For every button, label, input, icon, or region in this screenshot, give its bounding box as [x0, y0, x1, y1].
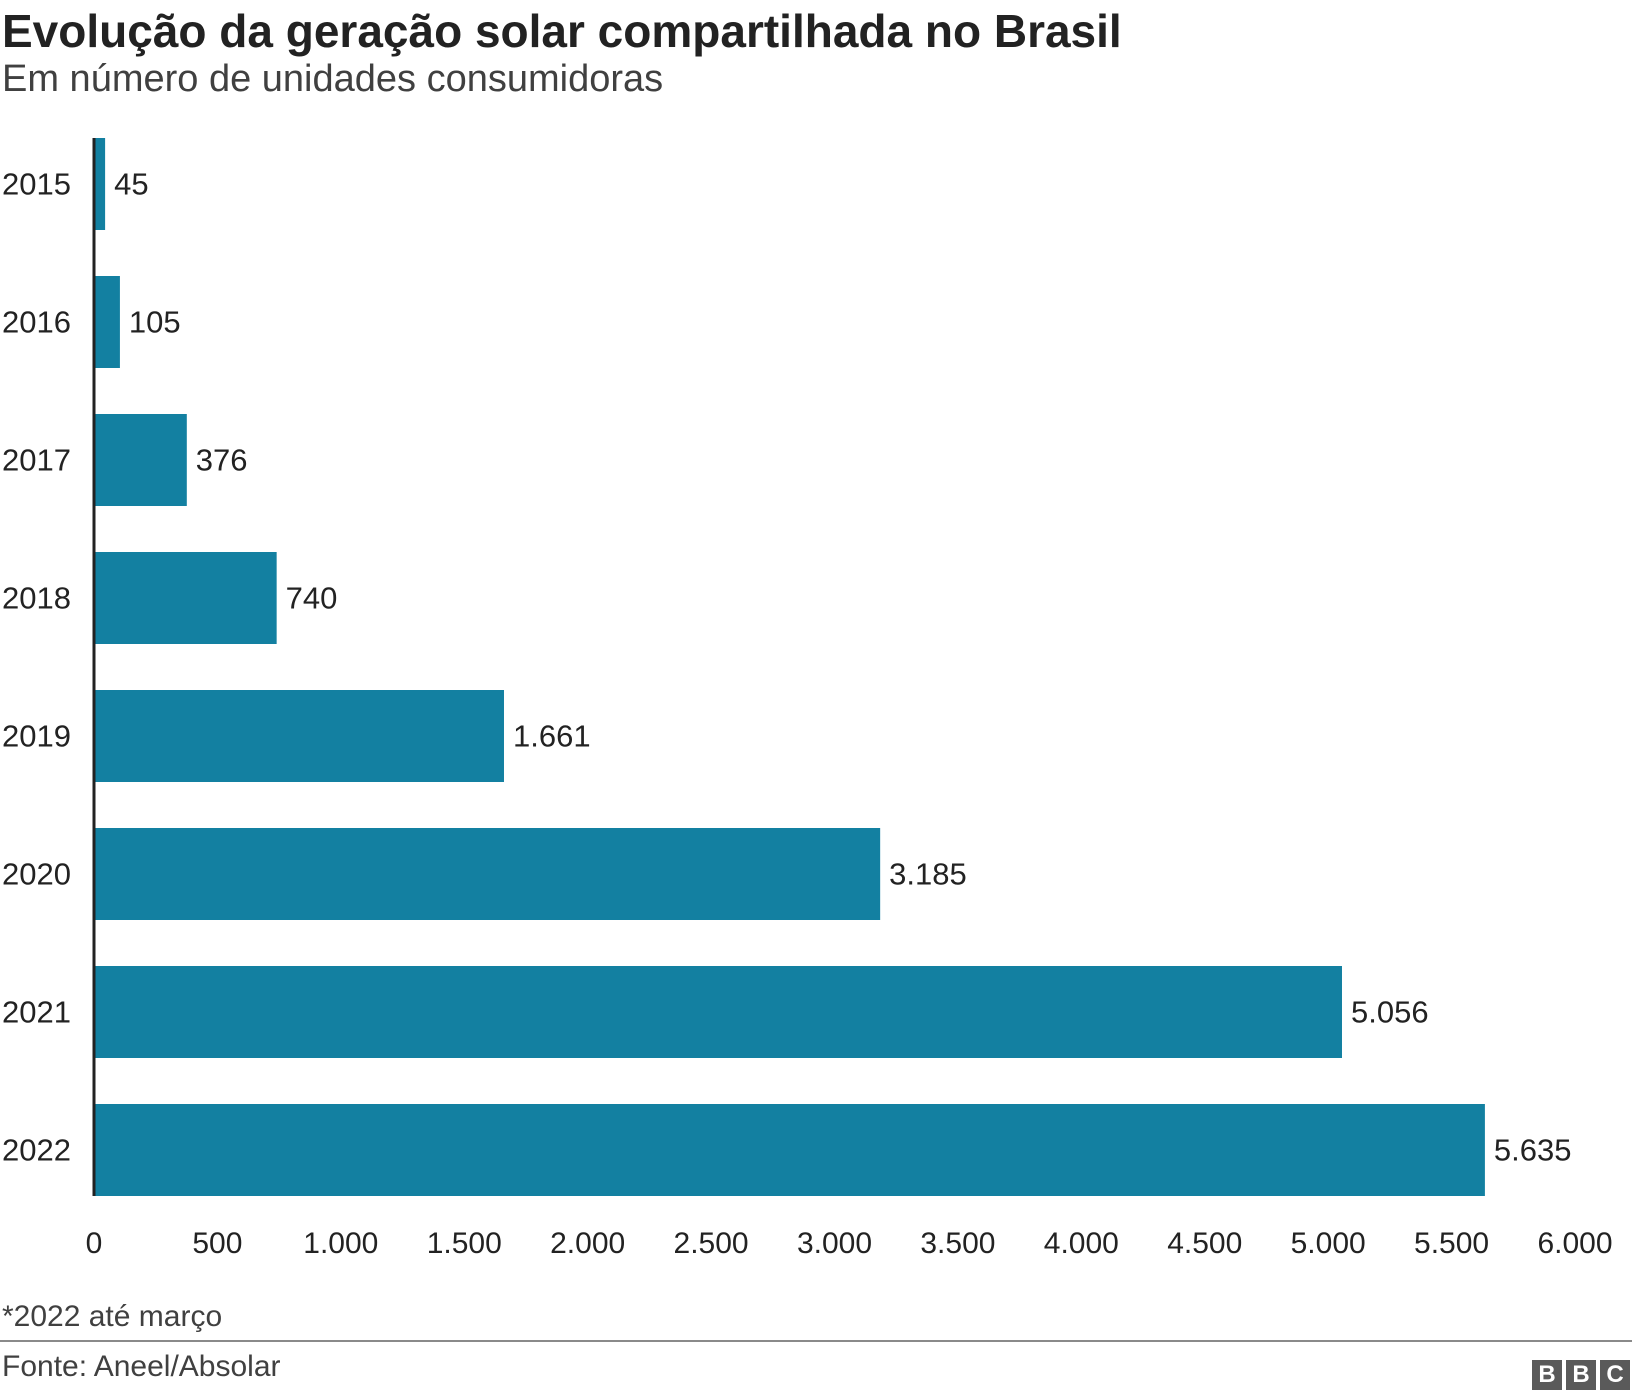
category-label: 2022: [2, 1133, 71, 1168]
data-label: 5.635: [1494, 1133, 1572, 1168]
x-tick-label: 5.500: [1414, 1227, 1489, 1260]
x-tick-label: 3.500: [920, 1227, 995, 1260]
data-label: 3.185: [889, 857, 967, 892]
footnote: *2022 até março: [2, 1300, 223, 1333]
x-tick-label: 4.500: [1167, 1227, 1242, 1260]
data-label: 105: [129, 305, 181, 340]
data-label: 5.056: [1351, 995, 1429, 1030]
data-label: 1.661: [513, 719, 591, 754]
chart-subtitle: Em número de unidades consumidoras: [2, 58, 664, 100]
x-tick-label: 3.000: [797, 1227, 872, 1260]
bar-2019: [94, 690, 504, 782]
category-label: 2016: [2, 305, 71, 340]
x-tick-label: 0: [86, 1227, 103, 1260]
chart-title: Evolução da geração solar compartilhada …: [2, 5, 1122, 57]
source-note: Fonte: Aneel/Absolar: [2, 1350, 281, 1383]
x-tick-label: 1.000: [303, 1227, 378, 1260]
category-label: 2015: [2, 167, 71, 202]
bar-2022: [94, 1104, 1485, 1196]
x-tick-label: 500: [192, 1227, 242, 1260]
bar-2017: [94, 414, 187, 506]
bar-2015: [94, 138, 106, 230]
x-tick-label: 4.000: [1044, 1227, 1119, 1260]
category-label: 2019: [2, 719, 71, 754]
bar-2020: [94, 828, 881, 920]
x-tick-label: 6.000: [1537, 1227, 1612, 1260]
bar-chart: 2015 45 2016 105 2017 376 2018 740 2019 1.661 2020…: [2, 138, 1613, 1260]
category-label: 2017: [2, 443, 71, 478]
category-label: 2021: [2, 995, 71, 1030]
divider: [0, 1340, 1632, 1342]
x-tick-label: 2.500: [674, 1227, 749, 1260]
data-label: 740: [286, 581, 338, 616]
category-label: 2018: [2, 581, 71, 616]
logo-letter: B: [1566, 1360, 1596, 1390]
x-tick-label: 1.500: [427, 1227, 502, 1260]
bar-2016: [94, 276, 120, 368]
bar-2018: [94, 552, 277, 644]
logo-letter: C: [1600, 1360, 1630, 1390]
bbc-logo: B B C: [1532, 1360, 1630, 1390]
data-label: 45: [114, 167, 148, 202]
logo-letter: B: [1532, 1360, 1562, 1390]
data-label: 376: [196, 443, 248, 478]
category-label: 2020: [2, 857, 71, 892]
x-tick-label: 2.000: [550, 1227, 625, 1260]
x-tick-label: 5.000: [1291, 1227, 1366, 1260]
bar-2021: [94, 966, 1342, 1058]
